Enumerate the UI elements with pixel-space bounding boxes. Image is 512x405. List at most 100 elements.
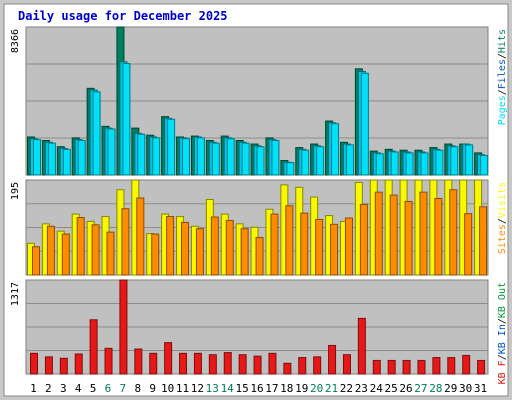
bar-pages-day-2: [47, 142, 56, 176]
bar-sites-day-19: [300, 212, 309, 276]
bar-pages-day-6: [107, 128, 116, 176]
day-label-22: 22: [340, 382, 353, 395]
day-labels: 1 2 3 4 5 6 7 8 9 10 11 12 13 14 15 16 17 18 19 20 21 22 23 24 2…: [30, 382, 487, 395]
panel-top-legend-item-1: /: [497, 89, 508, 95]
bar-kb_f-day-19: [298, 357, 307, 375]
panel-bot-legend-item-1: /: [497, 354, 508, 360]
bar-pages-day-24: [375, 153, 384, 176]
panel-top-ymax-label: 8366: [10, 29, 21, 53]
bar-kb_f-day-17: [268, 352, 277, 375]
bar-sites-day-5: [91, 224, 100, 276]
bar-kb_f-day-20: [313, 356, 322, 375]
day-label-16: 16: [250, 382, 263, 395]
day-label-28: 28: [429, 382, 442, 395]
day-label-5: 5: [90, 382, 97, 395]
bar-pages-day-7: [122, 63, 131, 176]
bar-pages-day-28: [435, 149, 444, 176]
panel-bot-legend-item-4: KB Out: [497, 282, 508, 318]
day-label-3: 3: [60, 382, 67, 395]
bar-sites-day-20: [315, 218, 324, 276]
panel-top-legend-item-3: /: [497, 53, 508, 59]
bar-kb_f-day-14: [223, 352, 232, 375]
bar-pages-day-19: [301, 149, 310, 176]
day-label-12: 12: [191, 382, 204, 395]
bar-pages-day-27: [420, 152, 429, 176]
bar-pages-day-21: [331, 123, 340, 176]
day-label-25: 25: [385, 382, 398, 395]
bar-sites-day-30: [464, 213, 473, 276]
bar-kb_f-day-3: [59, 357, 68, 375]
bar-pages-day-17: [271, 140, 280, 176]
day-label-4: 4: [75, 382, 82, 395]
bar-pages-day-14: [226, 138, 235, 176]
bar-sites-day-27: [419, 191, 428, 276]
day-label-13: 13: [206, 382, 219, 395]
bar-sites-day-24: [374, 191, 383, 276]
bar-pages-day-20: [316, 146, 325, 176]
bar-kb_f-day-6: [104, 347, 113, 375]
day-label-18: 18: [280, 382, 293, 395]
day-label-14: 14: [221, 382, 235, 395]
chart-title: Daily usage for December 2025: [18, 9, 228, 23]
bar-pages-day-30: [465, 144, 474, 176]
day-label-11: 11: [176, 382, 189, 395]
panel-top-legend-item-4: Hits: [497, 29, 508, 53]
day-label-20: 20: [310, 382, 323, 395]
bar-kb_f-day-7: [119, 279, 128, 375]
day-label-9: 9: [149, 382, 156, 395]
panel-mid-legend-item-2: Visits: [497, 182, 508, 218]
bar-sites-day-11: [181, 221, 190, 276]
bar-kb_f-day-8: [134, 348, 143, 375]
bar-kb_f-day-22: [342, 354, 351, 375]
bar-pages-day-29: [450, 146, 459, 176]
bar-sites-day-22: [344, 217, 353, 276]
panel-mid-legend: Sites/Visits: [497, 182, 508, 254]
bar-pages-day-10: [167, 118, 176, 176]
bar-kb_f-day-1: [30, 352, 38, 375]
bar-sites-day-6: [106, 231, 115, 276]
bar-kb_f-day-30: [462, 354, 471, 375]
day-label-29: 29: [444, 382, 457, 395]
bar-pages-day-15: [241, 142, 250, 176]
bar-kb_f-day-29: [447, 357, 456, 375]
bar-kb_f-day-10: [164, 342, 173, 375]
panel-bot-legend-item-2: KB In: [497, 324, 508, 354]
bar-sites-day-9: [151, 233, 160, 276]
bar-kb_f-day-2: [44, 356, 53, 375]
bar-pages-day-11: [182, 138, 191, 176]
day-label-27: 27: [414, 382, 427, 395]
panel-bot-legend-item-3: /: [497, 318, 508, 324]
day-label-26: 26: [399, 382, 412, 395]
bar-pages-day-26: [405, 152, 414, 176]
bar-sites-day-26: [404, 200, 413, 276]
panel-mid-legend-item-0: Sites: [497, 224, 508, 254]
bar-pages-day-31: [480, 155, 489, 176]
bar-kb_f-day-4: [74, 353, 83, 375]
bar-pages-day-12: [196, 137, 205, 176]
day-label-2: 2: [45, 382, 52, 395]
panel-pages-files-hits: 8366 Pages/Files/Hits: [10, 26, 508, 176]
bar-kb_f-day-25: [387, 359, 396, 375]
bar-kb_f-day-12: [193, 352, 202, 375]
day-label-24: 24: [370, 382, 384, 395]
bar-sites-day-25: [389, 194, 398, 276]
day-label-31: 31: [474, 382, 487, 395]
bar-pages-day-13: [211, 142, 220, 176]
bar-kb_f-day-26: [402, 359, 411, 375]
bar-kb_f-day-9: [149, 352, 158, 375]
day-label-8: 8: [134, 382, 141, 395]
bar-sites-day-29: [449, 189, 458, 276]
bar-kb_f-day-16: [253, 355, 262, 375]
panel-bot-legend-item-0: KB F: [497, 360, 508, 384]
day-label-17: 17: [265, 382, 278, 395]
day-label-10: 10: [161, 382, 174, 395]
day-label-30: 30: [459, 382, 472, 395]
bar-sites-day-1: [32, 246, 40, 276]
bar-pages-day-4: [77, 140, 86, 176]
panel-bot-legend: KB F/KB In/KB Out: [497, 282, 508, 384]
bar-pages-day-8: [137, 133, 146, 176]
bar-sites-day-7: [121, 208, 130, 276]
panel-top-legend-item-0: Pages: [497, 95, 508, 125]
bar-kb_f-day-21: [328, 344, 337, 375]
panel-top-legend: Pages/Files/Hits: [497, 29, 508, 125]
